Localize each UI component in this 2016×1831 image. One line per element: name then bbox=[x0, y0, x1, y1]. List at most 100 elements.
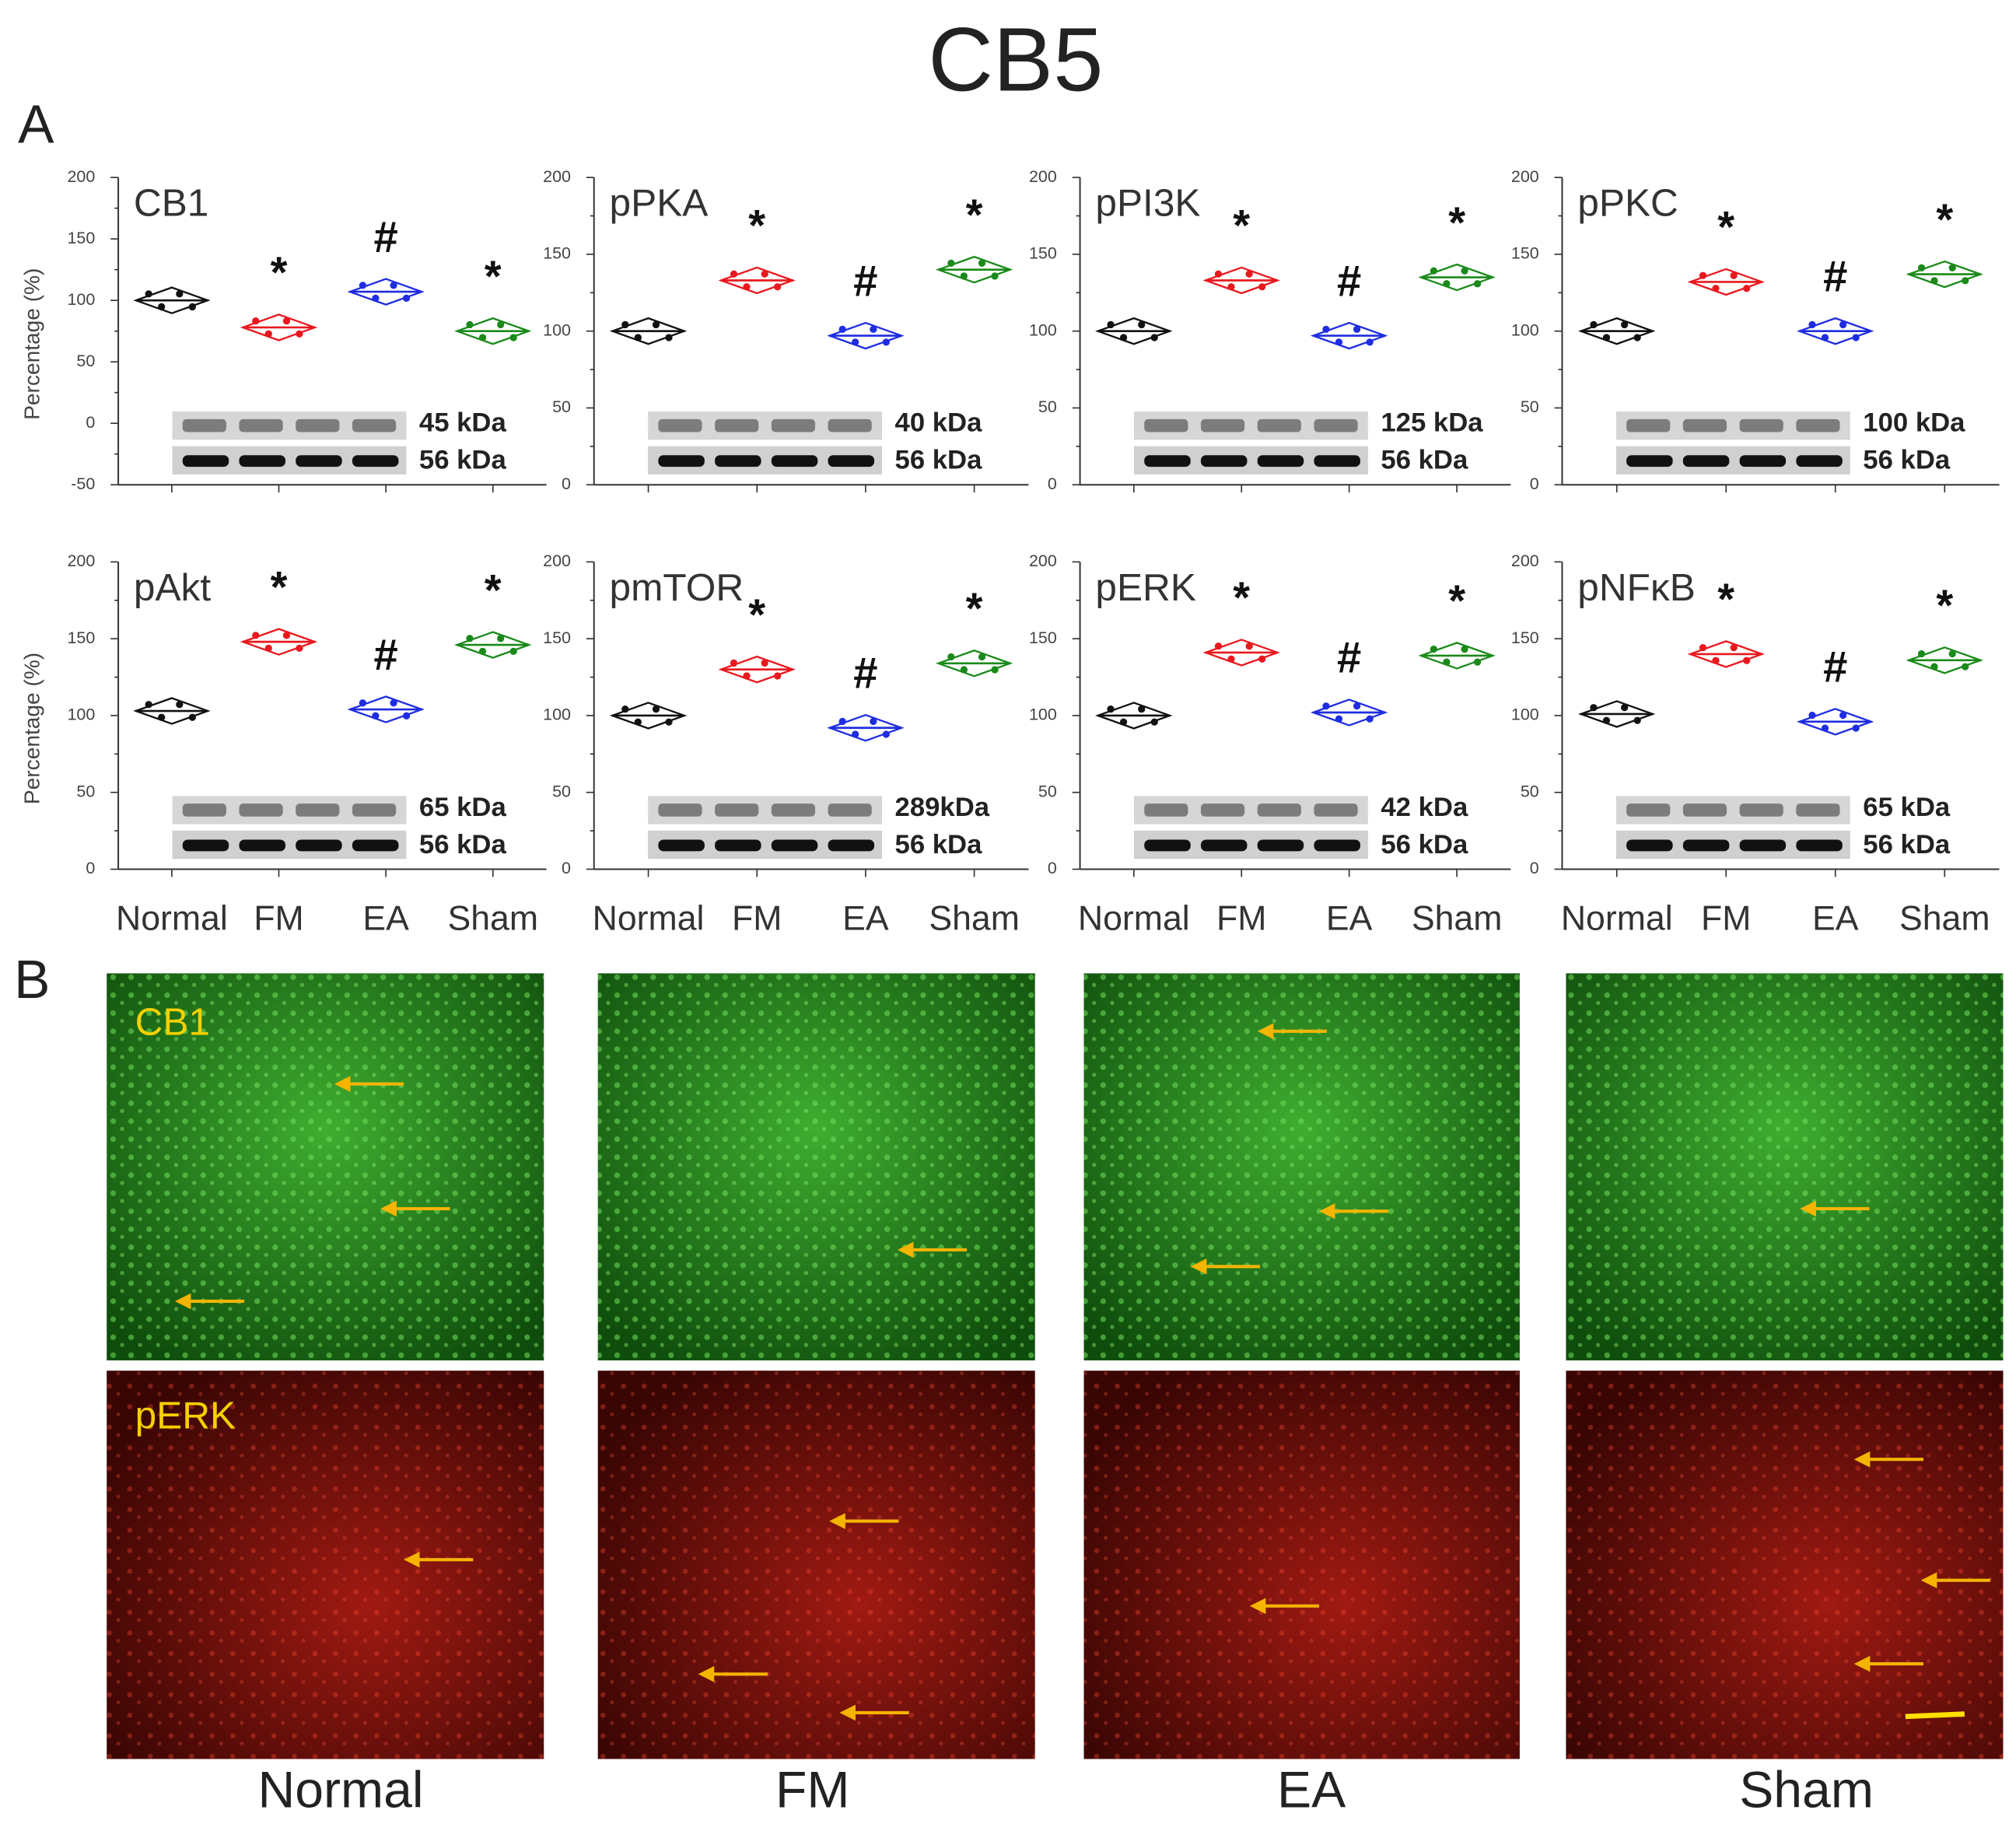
point-decor bbox=[1322, 702, 1330, 710]
significance-mark: * bbox=[748, 201, 765, 250]
y-tick-label: 100 bbox=[1029, 705, 1057, 724]
blot-band bbox=[1626, 455, 1673, 467]
chart-title: pPI3K bbox=[1095, 181, 1200, 225]
point-decor bbox=[1214, 642, 1223, 650]
point-decor bbox=[158, 303, 166, 311]
y-tick-label: 50 bbox=[76, 352, 95, 370]
point-decor bbox=[1852, 724, 1860, 732]
y-tick-label: 150 bbox=[67, 628, 95, 647]
blot-band bbox=[1144, 418, 1188, 432]
y-axis-label: Percentage (%) bbox=[19, 653, 44, 804]
point-decor bbox=[1150, 334, 1158, 341]
point-decor bbox=[466, 320, 474, 329]
blot-band bbox=[1257, 803, 1301, 817]
point-decor bbox=[665, 718, 673, 726]
point-decor bbox=[761, 270, 768, 278]
blot-band bbox=[1739, 803, 1783, 817]
point-decor bbox=[1443, 658, 1451, 666]
blot-band bbox=[1796, 803, 1840, 817]
point-decor bbox=[882, 730, 891, 738]
micrograph-texture bbox=[597, 1371, 1035, 1759]
x-tick-label: Sham bbox=[929, 899, 1020, 937]
point-decor bbox=[296, 644, 303, 653]
point-decor bbox=[176, 290, 184, 298]
blot-band bbox=[239, 418, 283, 432]
point-decor bbox=[838, 325, 846, 333]
y-tick-label: 50 bbox=[552, 782, 571, 800]
y-tick-label: 100 bbox=[1511, 705, 1539, 724]
point-decor bbox=[188, 303, 196, 311]
blot-band bbox=[1314, 839, 1360, 852]
significance-mark: * bbox=[1936, 194, 1953, 243]
point-decor bbox=[730, 270, 738, 278]
blot-band bbox=[1144, 803, 1188, 817]
significance-mark: # bbox=[1337, 256, 1361, 305]
x-tick-label: Sham bbox=[1412, 899, 1503, 937]
y-tick-label: 0 bbox=[1048, 474, 1057, 493]
point-decor bbox=[188, 713, 196, 721]
y-tick-label: 50 bbox=[552, 397, 571, 416]
blot-band bbox=[1257, 455, 1304, 467]
point-decor bbox=[1821, 724, 1829, 732]
blot-band bbox=[182, 455, 229, 467]
blot-label: 42 kDa bbox=[1381, 793, 1468, 822]
column-label: EA bbox=[1277, 1762, 1346, 1819]
blot-band bbox=[771, 839, 818, 852]
y-tick-label: 150 bbox=[1029, 244, 1057, 263]
x-tick-label: Normal bbox=[116, 899, 228, 937]
micrograph-texture bbox=[1566, 1371, 2004, 1759]
blot-band bbox=[1796, 839, 1843, 852]
blot-label: 65 kDa bbox=[1863, 793, 1951, 822]
point-decor bbox=[1712, 285, 1720, 292]
significance-mark: * bbox=[271, 248, 288, 297]
significance-mark: * bbox=[1233, 573, 1250, 622]
y-tick-label: 100 bbox=[543, 705, 571, 724]
blot-band bbox=[1200, 418, 1245, 432]
blot-band bbox=[1314, 455, 1360, 467]
point-decor bbox=[402, 712, 411, 719]
point-decor bbox=[1461, 267, 1468, 275]
blot-band bbox=[239, 803, 283, 817]
point-decor bbox=[1930, 663, 1938, 670]
point-decor bbox=[497, 635, 505, 642]
x-tick-label: Normal bbox=[1078, 899, 1190, 937]
blot-band bbox=[352, 803, 397, 817]
significance-mark: * bbox=[1448, 576, 1465, 625]
blot-band bbox=[182, 418, 226, 432]
significance-mark: # bbox=[1823, 251, 1847, 300]
blot-band bbox=[1739, 839, 1787, 852]
blot-band bbox=[1682, 418, 1727, 432]
point-decor bbox=[1258, 655, 1266, 663]
blot-band bbox=[1200, 803, 1245, 817]
y-tick-label: 200 bbox=[1029, 551, 1057, 570]
blot-band bbox=[1682, 455, 1730, 467]
blot-band bbox=[1626, 803, 1671, 817]
y-tick-label: 100 bbox=[1511, 320, 1539, 339]
micrograph-texture bbox=[597, 973, 1035, 1360]
panel-label: A bbox=[18, 94, 54, 155]
point-decor bbox=[390, 699, 397, 707]
y-tick-label: 0 bbox=[1530, 474, 1539, 493]
point-decor bbox=[264, 644, 272, 653]
chart-title: pmTOR bbox=[610, 565, 744, 609]
point-decor bbox=[1245, 642, 1253, 650]
point-decor bbox=[296, 330, 303, 338]
blot-band bbox=[182, 803, 226, 817]
blot-label: 125 kDa bbox=[1381, 408, 1483, 438]
point-decor bbox=[1808, 711, 1816, 719]
point-decor bbox=[978, 653, 986, 661]
significance-mark: * bbox=[1717, 575, 1734, 624]
blot-band bbox=[1739, 418, 1783, 432]
point-decor bbox=[634, 718, 642, 726]
point-decor bbox=[1366, 338, 1374, 346]
blot-band bbox=[1314, 418, 1358, 432]
y-tick-label: 200 bbox=[1511, 551, 1539, 570]
blot-band bbox=[1739, 455, 1787, 467]
point-decor bbox=[960, 666, 968, 674]
point-decor bbox=[621, 320, 629, 329]
point-decor bbox=[991, 272, 999, 280]
point-decor bbox=[743, 283, 751, 291]
blot-band bbox=[658, 418, 702, 432]
blot-label: 40 kDa bbox=[895, 408, 983, 438]
